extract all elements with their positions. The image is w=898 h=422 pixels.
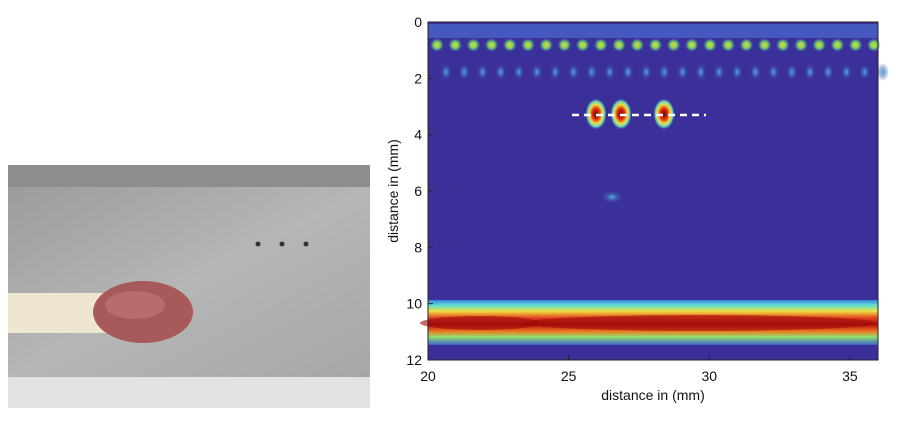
echo-blob <box>731 63 744 81</box>
y-tick-label: 2 <box>414 70 422 86</box>
x-axis-label: distance in (mm) <box>601 387 704 403</box>
echo-dot <box>521 38 535 52</box>
x-tick-label: 35 <box>842 368 858 384</box>
echo-blob <box>585 63 598 81</box>
echo-dot <box>539 38 554 52</box>
echo-blob <box>494 63 507 81</box>
echo-blob <box>876 63 889 81</box>
echo-blob <box>549 63 562 81</box>
y-tick-label: 10 <box>406 296 422 312</box>
echo-blob <box>531 63 543 81</box>
echo-blob <box>749 63 762 81</box>
echo-dot <box>739 38 754 52</box>
photo <box>8 165 370 408</box>
echo-blob <box>603 63 616 81</box>
echo-blob <box>640 63 653 81</box>
echo-blob <box>458 63 471 81</box>
y-tick-label: 0 <box>414 14 422 30</box>
echo-blob <box>713 63 725 81</box>
echo-dot <box>612 38 626 52</box>
echo-dot <box>757 38 772 52</box>
y-tick-label: 8 <box>414 239 422 255</box>
echo-dot <box>593 38 608 52</box>
x-tick-label: 30 <box>701 368 717 384</box>
x-tick-label: 20 <box>420 368 436 384</box>
echo-dot <box>794 38 808 52</box>
echo-blob <box>694 63 707 81</box>
echo-dot <box>684 38 699 52</box>
echo-blob <box>858 63 871 81</box>
y-tick-label: 12 <box>406 352 422 368</box>
echo-blob <box>622 63 634 81</box>
echo-dot <box>848 38 863 52</box>
echo-blob <box>822 63 835 81</box>
echo-blob <box>440 63 452 81</box>
echo-dot <box>703 38 717 52</box>
echo-blob <box>804 63 816 81</box>
echo-blob <box>785 63 798 81</box>
echo-dot <box>557 38 572 52</box>
echo-dot <box>430 38 444 52</box>
x-tick-label: 25 <box>561 368 577 384</box>
echo-blob <box>567 63 580 81</box>
y-tick-label: 4 <box>414 127 422 143</box>
echo-dot <box>448 38 463 52</box>
echo-dot <box>502 38 517 52</box>
echo-blob <box>658 63 671 81</box>
echo-blob <box>676 63 689 81</box>
echo-dot <box>648 38 663 52</box>
echo-blob <box>512 63 525 81</box>
echo-dot <box>575 38 590 52</box>
echo-dot <box>484 38 499 52</box>
echo-dot <box>775 38 790 52</box>
echo-blob <box>476 63 489 81</box>
echo-dot <box>666 38 681 52</box>
echo-dot <box>721 38 736 52</box>
echo-blob <box>767 63 780 81</box>
echo-blob <box>840 63 853 81</box>
y-tick-label: 6 <box>414 183 422 199</box>
axes: distance in (mm) distance in (mm) 20 25 30… <box>385 14 858 403</box>
echo-dot <box>812 38 827 52</box>
echo-dot <box>866 38 881 52</box>
echo-dot <box>830 38 845 52</box>
echo-dot <box>630 38 645 52</box>
y-axis-label: distance in (mm) <box>385 139 401 242</box>
heatmap <box>420 21 889 361</box>
echo-dot <box>466 38 481 52</box>
